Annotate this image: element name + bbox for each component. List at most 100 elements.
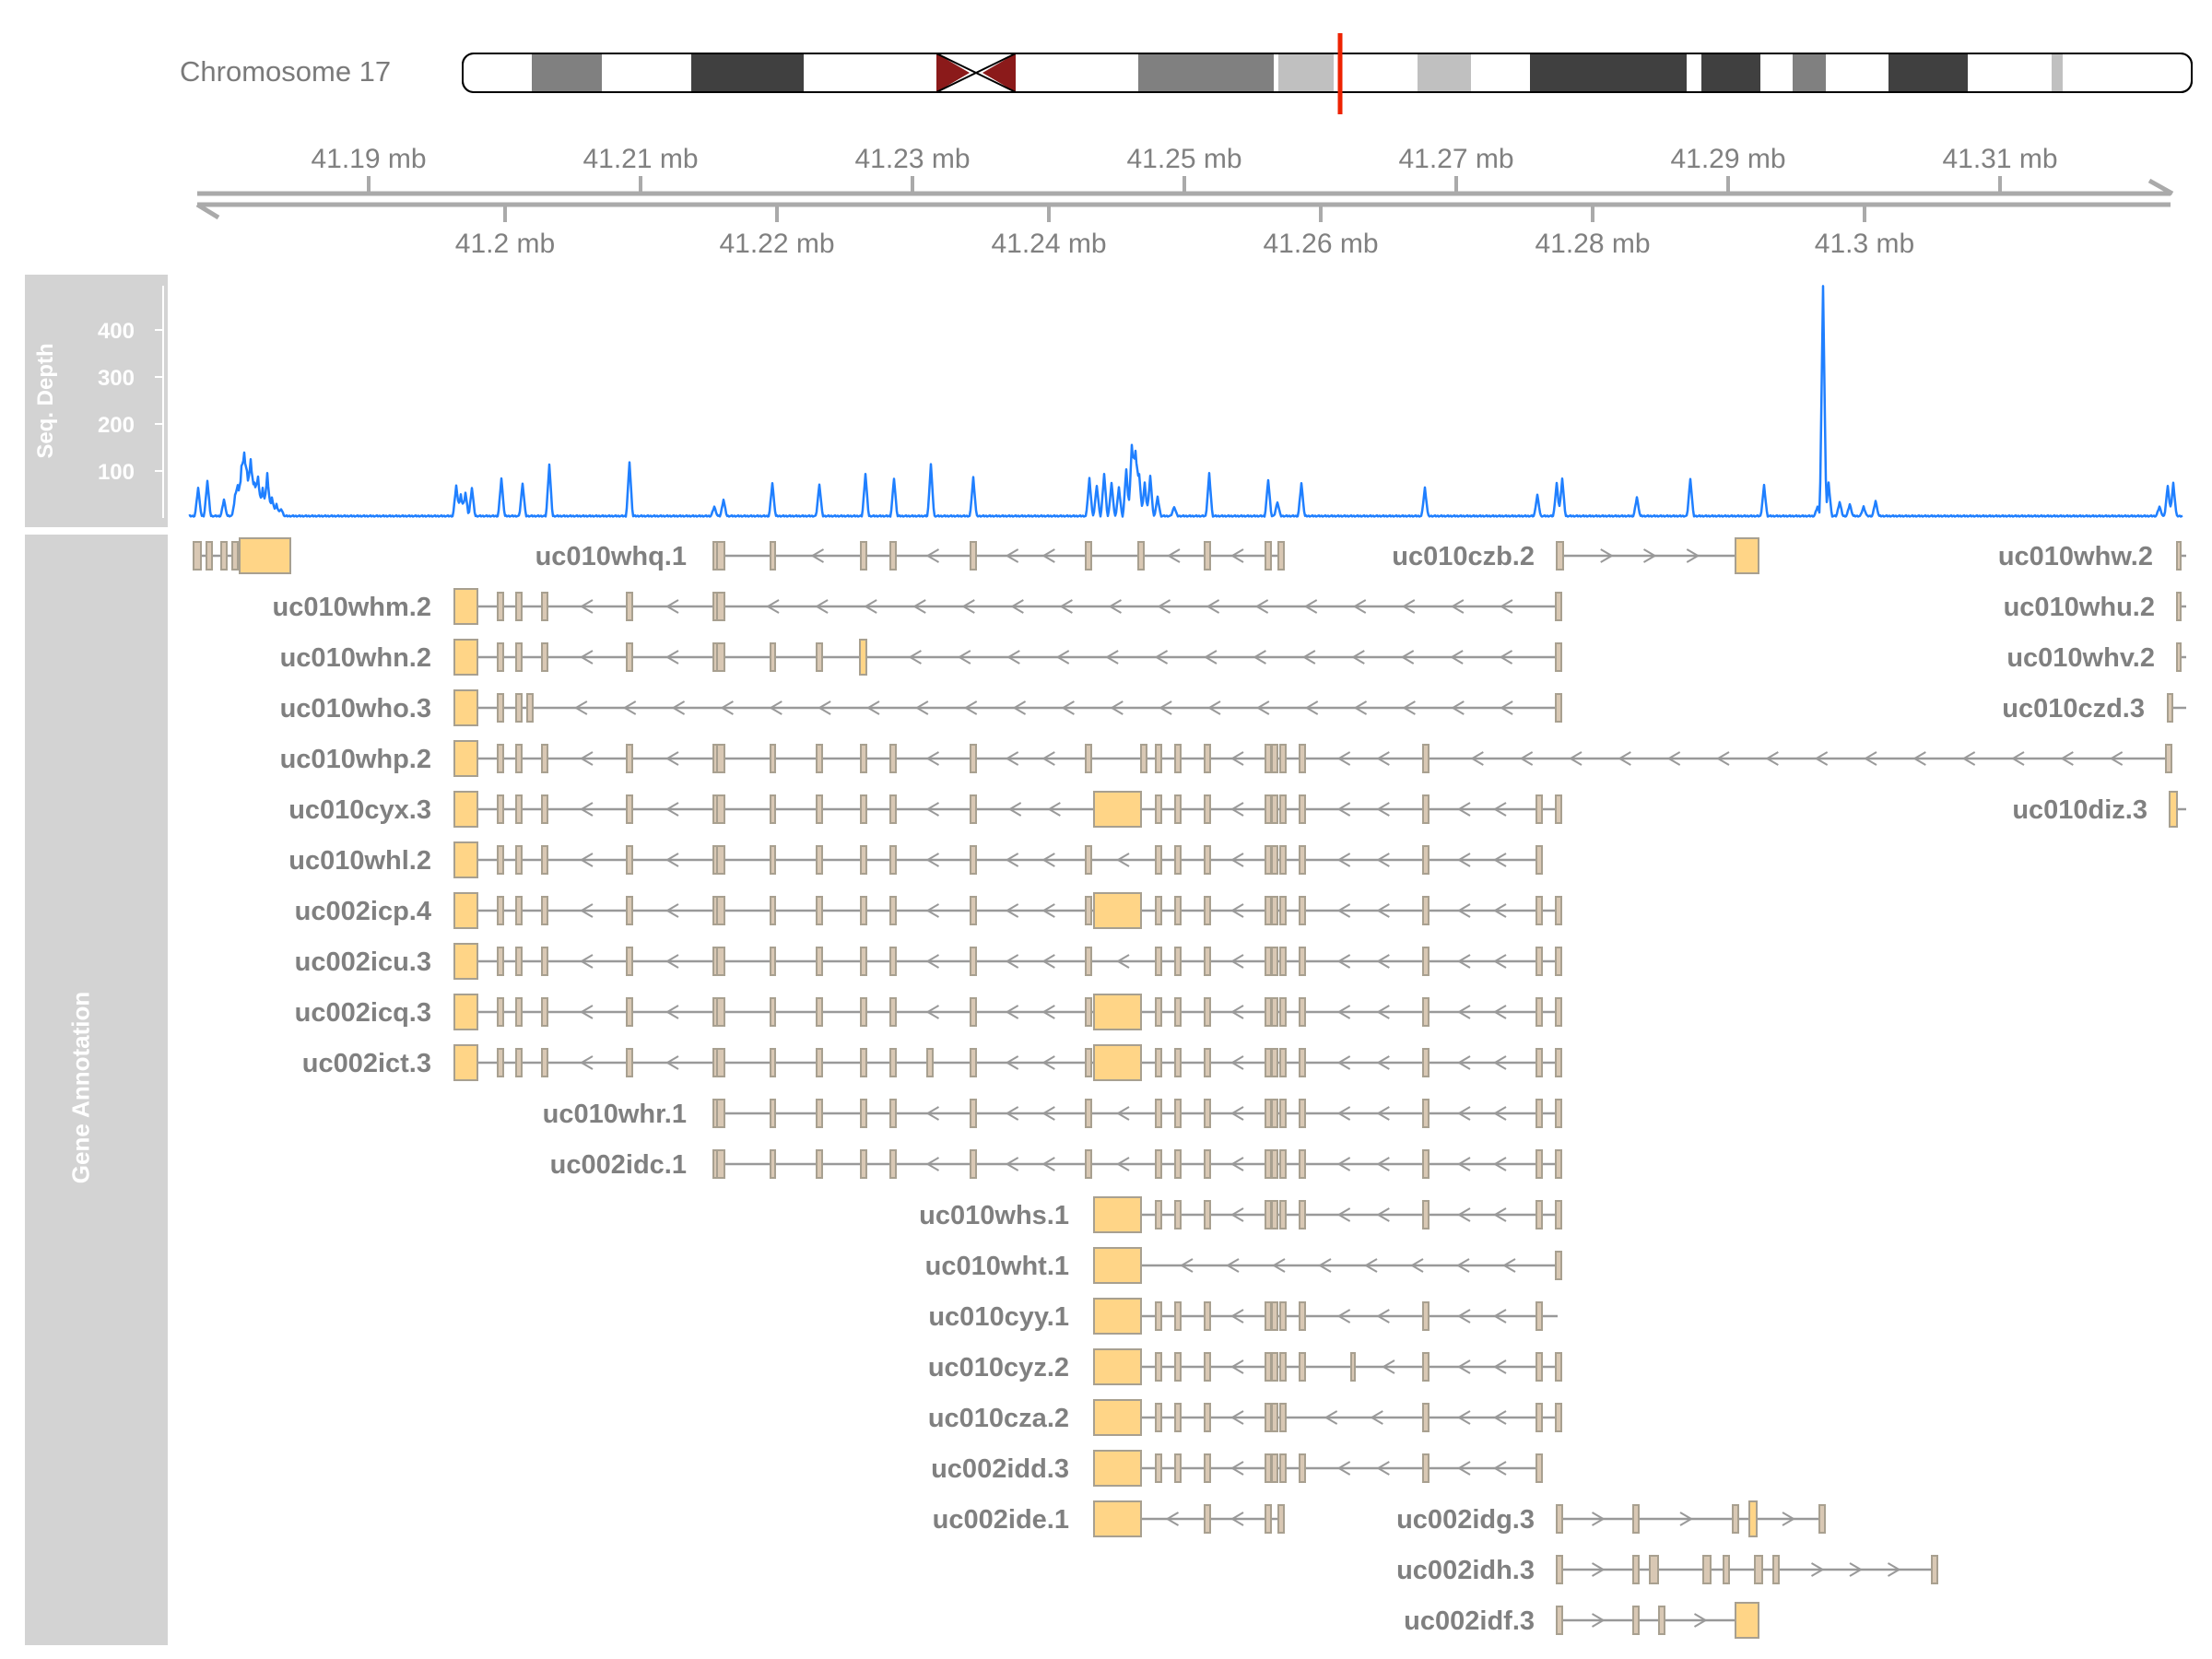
transcript-label[interactable]: uc010diz.3 <box>2012 795 2147 825</box>
gene-annotation-track: uc010whq.1 uc010czb.2 uc010whw.2 uc010whm.2… <box>193 537 2186 1639</box>
strand-arrow <box>1165 1512 1180 1526</box>
exon-block <box>541 642 548 672</box>
transcript-model[interactable]: uc010wht.1 <box>925 1247 1562 1284</box>
transcript-model[interactable]: uc010whn.2 <box>280 639 1562 676</box>
transcript-label[interactable]: uc010whv.2 <box>2006 643 2155 673</box>
transcript-model[interactable]: uc010whv.2 <box>2006 642 2186 673</box>
exon-block <box>1422 1048 1430 1077</box>
transcript-label[interactable]: uc010whm.2 <box>273 593 431 622</box>
transcript-model[interactable]: uc010whw.2 <box>1998 541 2186 571</box>
exon-block <box>1271 1352 1278 1382</box>
transcript-label[interactable]: uc002idd.3 <box>931 1454 1069 1484</box>
strand-arrow <box>925 1106 940 1121</box>
transcript-model[interactable]: uc002idf.3 <box>1404 1602 1759 1639</box>
exon-block <box>1556 541 1564 571</box>
transcript-label[interactable]: uc010cyz.2 <box>928 1353 1069 1382</box>
transcript-model[interactable]: uc002icp.4 <box>295 892 1562 929</box>
transcript-label[interactable]: uc002idh.3 <box>1396 1556 1535 1585</box>
exon-block <box>1279 845 1287 875</box>
transcript-model[interactable]: uc010cyz.2 <box>928 1348 1562 1385</box>
strand-arrow <box>1041 1157 1055 1171</box>
transcript-model[interactable]: uc002idg.3 <box>1396 1500 1826 1537</box>
strand-arrow <box>1457 1157 1471 1171</box>
strand-arrow <box>1457 1410 1471 1425</box>
transcript-model[interactable]: uc002ide.1 <box>933 1500 1285 1537</box>
transcript-model[interactable]: uc010whm.2 <box>273 588 1562 625</box>
strand-arrow <box>1642 548 1657 563</box>
transcript-label[interactable]: uc010czb.2 <box>1392 542 1535 571</box>
exon-block <box>1265 1149 1272 1179</box>
transcript-model[interactable]: uc010whr.1 <box>543 1099 1562 1129</box>
transcript-model[interactable]: uc010who.3 <box>280 689 1562 726</box>
exon-block <box>1271 1453 1278 1483</box>
transcript-model[interactable]: uc002icq.3 <box>295 994 1562 1030</box>
strand-arrow <box>1336 1309 1351 1324</box>
strand-arrow <box>1230 751 1244 766</box>
strand-arrow <box>1272 1258 1286 1273</box>
exon-block <box>1535 1099 1543 1128</box>
transcript-label[interactable]: uc002idc.1 <box>550 1150 687 1180</box>
transcript-label[interactable]: uc002icu.3 <box>295 947 431 977</box>
transcript-label[interactable]: uc010whs.1 <box>919 1201 1069 1230</box>
axis-tick-label: 41.28 mb <box>1535 229 1650 259</box>
transcript-model[interactable]: uc002idh.3 <box>1396 1555 1938 1585</box>
exon-block <box>1174 997 1182 1027</box>
exon-block <box>541 845 548 875</box>
transcript-model[interactable]: uc010cza.2 <box>928 1399 1562 1436</box>
exon-block <box>526 693 534 723</box>
transcript-model[interactable]: uc002ict.3 <box>302 1044 1562 1081</box>
strand-arrow <box>1457 1309 1471 1324</box>
transcript-model[interactable]: uc010whu.2 <box>2004 592 2186 622</box>
transcript-label[interactable]: uc010whn.2 <box>280 643 431 673</box>
exon-block <box>626 997 633 1027</box>
transcript-label[interactable]: uc010who.3 <box>280 694 431 724</box>
transcript-model[interactable]: uc010whq.1 <box>535 541 1285 571</box>
transcript-model[interactable]: uc010whl.2 <box>288 841 1543 878</box>
exon-block <box>1299 947 1306 976</box>
transcript-label[interactable]: uc010whw.2 <box>1998 542 2153 571</box>
exon-block <box>889 997 897 1027</box>
transcript-model[interactable]: uc010cyx.3 <box>288 791 1562 828</box>
exon-block <box>1279 896 1287 925</box>
transcript-label[interactable]: uc010cza.2 <box>928 1404 1069 1433</box>
transcript-model[interactable]: uc002idd.3 <box>931 1450 1543 1487</box>
transcript-model[interactable]: uc010diz.3 <box>2012 791 2186 828</box>
transcript-model[interactable]: uc010czb.2 <box>1392 537 1759 574</box>
transcript-label[interactable]: uc010cyx.3 <box>288 795 431 825</box>
transcript-label[interactable]: uc010whr.1 <box>543 1100 687 1129</box>
exon-block <box>926 1048 934 1077</box>
strand-arrow <box>1005 1055 1019 1070</box>
exon-block <box>770 947 776 976</box>
transcript-label[interactable]: uc002idg.3 <box>1396 1505 1535 1535</box>
transcript-label[interactable]: uc010cyy.1 <box>928 1302 1069 1332</box>
transcript-label[interactable]: uc002icq.3 <box>295 998 431 1028</box>
transcript-model[interactable]: uc010czd.3 <box>2002 693 2186 724</box>
transcript-label[interactable]: uc010whq.1 <box>535 542 687 571</box>
transcript-model[interactable]: uc002idc.1 <box>550 1149 1562 1180</box>
strand-arrow <box>1457 1461 1471 1476</box>
transcript-label[interactable]: uc002icp.4 <box>295 897 431 926</box>
transcript-label[interactable]: uc010czd.3 <box>2002 694 2145 724</box>
strand-arrow <box>1716 751 1730 766</box>
transcript-label[interactable]: uc010whu.2 <box>2004 593 2155 622</box>
transcript-model[interactable]: uc010whs.1 <box>919 1196 1562 1233</box>
exon-block <box>1174 794 1182 824</box>
transcript-label[interactable]: uc002ict.3 <box>302 1049 431 1078</box>
transcript-model[interactable]: uc010cyy.1 <box>928 1298 1558 1335</box>
transcript-label[interactable]: uc010wht.1 <box>925 1252 1069 1281</box>
exon-block <box>816 896 823 925</box>
transcript-label[interactable]: uc002idf.3 <box>1404 1606 1535 1636</box>
exon-block <box>1555 693 1562 723</box>
strand-arrow <box>1457 1055 1471 1070</box>
exon-block <box>1931 1555 1938 1584</box>
transcript-model[interactable] <box>193 537 291 574</box>
transcript-model[interactable]: uc010whp.2 <box>280 740 2172 777</box>
transcript-label[interactable]: uc002ide.1 <box>933 1505 1069 1535</box>
strand-arrow <box>818 700 831 715</box>
axis-tick-label: 41.27 mb <box>1398 144 1513 174</box>
strand-arrow <box>1318 1258 1332 1273</box>
transcript-label[interactable]: uc010whl.2 <box>288 846 431 876</box>
transcript-model[interactable]: uc002icu.3 <box>295 943 1562 980</box>
transcript-label[interactable]: uc010whp.2 <box>280 745 431 774</box>
exon-block <box>2176 592 2182 621</box>
